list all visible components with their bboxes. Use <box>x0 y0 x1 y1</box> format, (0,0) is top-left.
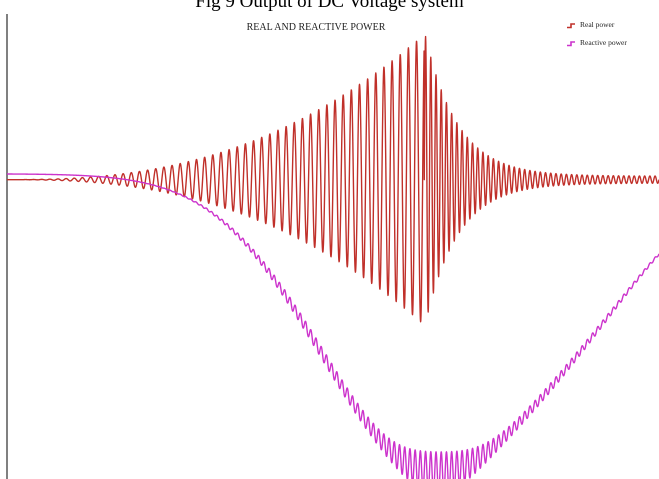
legend-item-reactive-power: Reactive power <box>567 38 627 47</box>
series-line-real-power <box>6 35 659 323</box>
chart-title: REAL AND REACTIVE POWER <box>247 22 386 33</box>
legend-item-real-power: Real power <box>567 20 615 29</box>
legend-label-real-power: Real power <box>580 20 615 29</box>
legend-swatch-reactive-power <box>567 41 575 47</box>
series-layer <box>6 35 659 479</box>
legend-label-reactive-power: Reactive power <box>580 38 627 47</box>
legend: Real power Reactive power <box>567 20 627 47</box>
legend-swatch-real-power <box>567 23 575 29</box>
series-line-reactive-power <box>6 173 659 479</box>
figure-caption: Fig 9 Output of DC Voltage system <box>195 0 464 12</box>
